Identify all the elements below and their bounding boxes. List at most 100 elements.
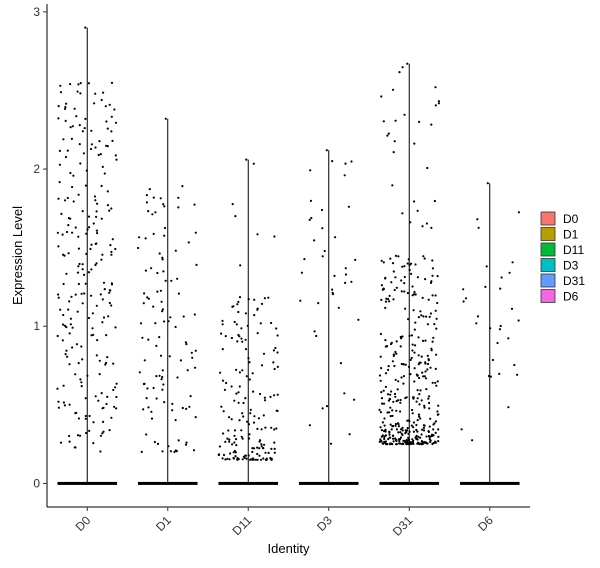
point-D31 [400, 279, 403, 282]
point-D31 [384, 300, 388, 303]
point-D31 [399, 442, 402, 445]
point-D31 [384, 306, 387, 309]
point-D31 [397, 425, 400, 428]
point-D31 [422, 426, 425, 429]
axes: 0 1 2 3 D0 D1 D11 D3 D31 D6 Identity Expression Lev… [10, 4, 530, 556]
point-D1 [162, 270, 165, 273]
point-D0 [80, 345, 83, 348]
point-D31 [434, 294, 437, 297]
point-D31 [383, 440, 386, 443]
point-D31 [428, 425, 431, 428]
point-D1 [159, 354, 163, 357]
point-D31 [399, 398, 402, 402]
point-D31 [406, 429, 409, 432]
point-D31 [412, 426, 415, 429]
point-D31 [412, 421, 416, 424]
point-D0 [103, 172, 106, 175]
point-D31 [406, 291, 409, 295]
point-D0 [95, 242, 98, 245]
point-D31 [388, 300, 391, 303]
point-D11 [249, 458, 252, 461]
point-D11 [247, 423, 251, 426]
point-D11 [236, 458, 239, 461]
point-D31 [399, 345, 402, 348]
point-D11 [227, 429, 230, 432]
point-D31 [389, 406, 392, 409]
point-D0 [62, 323, 65, 326]
point-D11 [222, 410, 225, 413]
point-D31 [405, 443, 408, 446]
point-D11 [241, 369, 244, 372]
point-D31 [425, 388, 428, 391]
point-D31 [416, 442, 419, 445]
point-D11 [276, 351, 279, 354]
point-D1 [177, 206, 180, 209]
point-D11 [235, 444, 238, 447]
point-D0 [66, 149, 69, 152]
point-D6 [510, 307, 514, 310]
point-D1 [152, 232, 155, 235]
point-D0 [98, 359, 101, 362]
point-D11 [254, 458, 257, 461]
point-D31 [428, 435, 431, 438]
legend-swatch-D1 [540, 227, 556, 241]
point-D31 [388, 433, 391, 436]
point-D31 [399, 410, 402, 413]
point-D11 [276, 334, 279, 337]
y-tick-label: 3 [33, 5, 40, 19]
point-D31 [391, 184, 394, 187]
point-D31 [395, 286, 398, 289]
point-D11 [233, 320, 236, 324]
point-D0 [110, 416, 113, 419]
point-D11 [275, 327, 278, 330]
point-D11 [235, 392, 238, 395]
point-D0 [72, 174, 75, 177]
point-D0 [112, 362, 115, 365]
point-D31 [392, 298, 395, 301]
point-D11 [236, 303, 239, 306]
point-D11 [224, 458, 227, 461]
point-D31 [410, 424, 413, 427]
point-D31 [430, 433, 434, 436]
point-D11 [244, 312, 247, 315]
point-D0 [90, 243, 93, 246]
point-D1 [162, 383, 165, 386]
point-D3 [321, 255, 324, 258]
point-D0 [58, 163, 62, 166]
point-D31 [380, 397, 384, 400]
point-D1 [156, 290, 159, 293]
point-D31 [429, 366, 432, 369]
point-D31 [426, 323, 429, 326]
point-D1 [163, 401, 166, 404]
point-D11 [222, 453, 226, 457]
point-D1 [177, 439, 180, 442]
point-D0 [68, 332, 71, 335]
point-D31 [422, 375, 425, 378]
point-D31 [380, 259, 383, 262]
point-D0 [64, 353, 67, 356]
point-D31 [437, 102, 440, 105]
point-D31 [429, 281, 433, 284]
x-tick-label: D3 [314, 513, 335, 534]
point-D0 [97, 399, 100, 402]
point-D31 [394, 395, 397, 398]
point-D1 [192, 449, 196, 452]
point-D0 [102, 316, 106, 319]
point-D0 [62, 401, 65, 404]
point-D0 [77, 235, 80, 238]
point-D0 [79, 162, 82, 165]
point-D1 [164, 279, 167, 282]
point-D11 [263, 396, 266, 399]
point-D1 [152, 386, 155, 390]
point-D31 [427, 397, 430, 400]
point-D0 [99, 450, 102, 453]
point-D11 [219, 371, 222, 374]
point-D31 [408, 334, 411, 337]
point-D31 [417, 413, 421, 416]
point-D31 [387, 132, 390, 135]
point-D31 [389, 423, 392, 426]
point-D6 [517, 319, 520, 322]
point-D11 [238, 296, 242, 299]
point-D0 [62, 138, 65, 141]
point-D11 [256, 332, 259, 335]
